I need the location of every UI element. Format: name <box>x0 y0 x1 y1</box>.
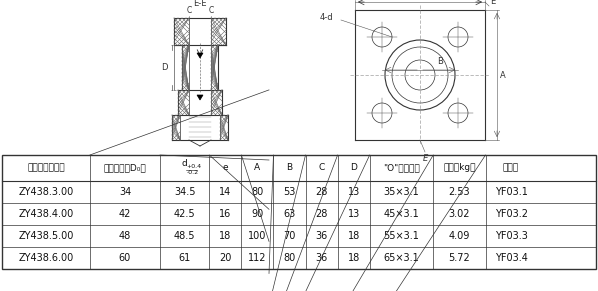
Text: ZY438.3.00: ZY438.3.00 <box>19 187 74 197</box>
Text: YF03.1: YF03.1 <box>495 187 527 197</box>
Text: 管子外径（D₀）: 管子外径（D₀） <box>103 164 147 173</box>
Text: 45×3.1: 45×3.1 <box>383 209 419 219</box>
Text: 13: 13 <box>347 187 360 197</box>
Text: 42: 42 <box>119 209 131 219</box>
Text: ZY438.6.00: ZY438.6.00 <box>19 253 74 263</box>
Text: E: E <box>490 0 495 6</box>
Text: 36: 36 <box>316 253 328 263</box>
Text: 18: 18 <box>347 231 360 241</box>
Text: 18: 18 <box>219 231 231 241</box>
Text: 42.5: 42.5 <box>174 209 196 219</box>
Text: 36: 36 <box>316 231 328 241</box>
Text: C: C <box>319 164 325 173</box>
Text: E: E <box>422 154 428 163</box>
Text: 53: 53 <box>283 187 295 197</box>
Text: 80: 80 <box>283 253 295 263</box>
Text: C: C <box>208 6 213 15</box>
Text: 20: 20 <box>219 253 231 263</box>
Text: 18: 18 <box>347 253 360 263</box>
Text: 5.72: 5.72 <box>448 253 470 263</box>
Text: A: A <box>254 164 261 173</box>
Text: E-E: E-E <box>193 0 207 8</box>
Text: 35×3.1: 35×3.1 <box>383 187 419 197</box>
Text: 34.5: 34.5 <box>174 187 196 197</box>
Text: B: B <box>286 164 292 173</box>
Text: YF03.3: YF03.3 <box>495 231 527 241</box>
Text: 34: 34 <box>119 187 131 197</box>
Text: 4.09: 4.09 <box>448 231 470 241</box>
Text: 2.53: 2.53 <box>448 187 470 197</box>
Text: 55×3.1: 55×3.1 <box>383 231 419 241</box>
Text: 48.5: 48.5 <box>174 231 196 241</box>
Text: D: D <box>350 164 357 173</box>
Bar <box>2 155 596 269</box>
Text: 65×3.1: 65×3.1 <box>383 253 419 263</box>
Text: 61: 61 <box>179 253 191 263</box>
Text: 13: 13 <box>347 209 360 219</box>
Text: 28: 28 <box>315 187 328 197</box>
Text: YF03.2: YF03.2 <box>495 209 527 219</box>
Text: 112: 112 <box>248 253 267 263</box>
Text: YF03.4: YF03.4 <box>495 253 527 263</box>
Text: 重量（kg）: 重量（kg） <box>443 164 475 173</box>
Text: 对应号: 对应号 <box>503 164 519 173</box>
Text: ZY438.5.00: ZY438.5.00 <box>19 231 74 241</box>
Text: C: C <box>187 6 191 15</box>
Text: B: B <box>437 57 443 66</box>
Text: 14: 14 <box>219 187 231 197</box>
Polygon shape <box>197 95 203 100</box>
Polygon shape <box>197 53 203 58</box>
Text: D: D <box>161 63 168 72</box>
Text: 60: 60 <box>119 253 131 263</box>
Text: 63: 63 <box>283 209 295 219</box>
Text: 100: 100 <box>248 231 267 241</box>
Text: 80: 80 <box>251 187 264 197</box>
Text: A: A <box>500 70 506 79</box>
Text: "O"型密封圈: "O"型密封圈 <box>383 164 420 173</box>
Text: 70: 70 <box>283 231 295 241</box>
Text: -0.2: -0.2 <box>187 171 199 175</box>
Text: e: e <box>222 164 228 173</box>
Text: 90: 90 <box>251 209 264 219</box>
Text: 代号（订货号）: 代号（订货号） <box>27 164 65 173</box>
Text: ZY438.4.00: ZY438.4.00 <box>19 209 74 219</box>
Text: 48: 48 <box>119 231 131 241</box>
Text: 28: 28 <box>315 209 328 219</box>
Text: d: d <box>182 159 188 168</box>
Text: 3.02: 3.02 <box>448 209 470 219</box>
Text: 4-d: 4-d <box>320 13 334 22</box>
Text: +0.4: +0.4 <box>187 164 202 169</box>
Text: 16: 16 <box>219 209 231 219</box>
